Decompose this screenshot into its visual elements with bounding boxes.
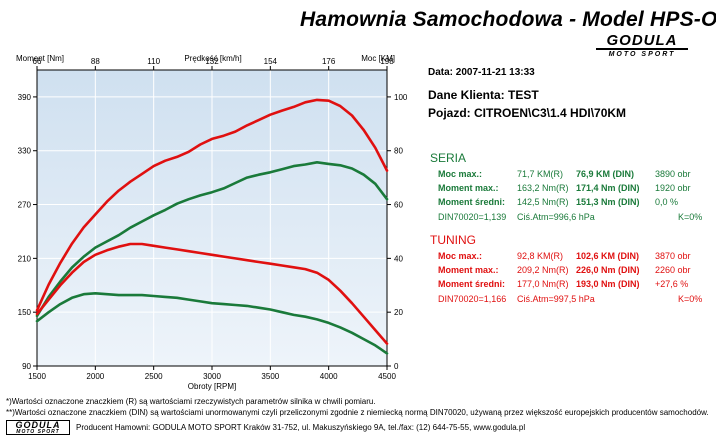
din-factor: DIN70020=1,139 xyxy=(438,212,507,222)
row-value-real: 142,5 Nm(R) xyxy=(517,197,569,207)
y-left-tick-label: 90 xyxy=(22,362,31,371)
y-left-tick-label: 330 xyxy=(18,147,32,156)
k-factor: K=0% xyxy=(678,212,703,222)
tuning-title: TUNING xyxy=(430,233,476,247)
x-top-tick-label: 110 xyxy=(147,57,160,66)
y-right-tick-label: 0 xyxy=(394,362,399,371)
x-tick-label: 4000 xyxy=(320,372,338,381)
brand-logo-main: GODULA xyxy=(596,33,688,50)
row-value-real: 163,2 Nm(R) xyxy=(517,183,569,193)
y-left-tick-label: 150 xyxy=(18,308,32,317)
din-factor: DIN70020=1,166 xyxy=(438,294,507,304)
axes: 1500 2000 2500 3000 3500 4000 4500 90 150 210 270 3… xyxy=(18,57,408,381)
brand-logo: GODULA MOTO SPORT xyxy=(596,33,688,59)
x-top-axis-label: Prędkość [km/h] xyxy=(184,54,241,63)
plot-frame xyxy=(36,69,388,367)
y-right-tick-label: 100 xyxy=(394,93,408,102)
y-left-tick-label: 390 xyxy=(18,93,32,102)
x-top-tick-label: 132 xyxy=(205,57,219,66)
atm-pressure: Ciś.Atm=997,5 hPa xyxy=(517,294,595,304)
row-value-din: 151,3 Nm (DIN) xyxy=(576,197,640,207)
seria-title: SERIA xyxy=(430,151,467,165)
row-value-rpm: 3890 obr xyxy=(655,169,691,179)
y-left-tick-label: 210 xyxy=(18,254,32,263)
row-value-percent: 0,0 % xyxy=(655,197,679,207)
x-tick-label: 4500 xyxy=(378,372,396,381)
row-label: Moment max.: xyxy=(438,265,499,275)
y-right-tick-label: 80 xyxy=(394,147,403,156)
x-tick-label: 2000 xyxy=(86,372,104,381)
footer-logo-sub: MOTO SPORT xyxy=(16,429,60,435)
x-axis-label: Obroty [RPM] xyxy=(188,382,236,391)
x-top-tick-label: 176 xyxy=(322,57,336,66)
x-top-tick-label: 198 xyxy=(380,57,394,66)
y-right-tick-label: 60 xyxy=(394,201,403,210)
k-factor: K=0% xyxy=(678,294,703,304)
footer-logo: GODULA MOTO SPORT xyxy=(6,420,70,435)
y-right-tick-label: 20 xyxy=(394,308,403,317)
x-top-tick-label: 88 xyxy=(91,57,100,66)
row-label: Moment średni: xyxy=(438,197,506,207)
footer-logo-main: GODULA xyxy=(15,420,61,430)
brand-logo-sub: MOTO SPORT xyxy=(608,51,676,58)
row-value-real: 92,8 KM(R) xyxy=(517,251,564,261)
test-date: Data: 2007-11-21 13:33 xyxy=(428,67,535,78)
series-group xyxy=(35,98,389,355)
footnote-real: *)Wartości oznaczone znaczkiem (R) są wa… xyxy=(6,397,376,406)
y-right-axis-label: Moc [KM] xyxy=(361,54,395,63)
x-tick-label: 3000 xyxy=(203,372,221,381)
row-value-real: 209,2 Nm(R) xyxy=(517,265,569,275)
y-right-tick-label: 40 xyxy=(394,254,403,263)
row-value-din: 226,0 Nm (DIN) xyxy=(576,265,640,275)
series-line-tuning-torque xyxy=(35,242,389,345)
x-tick-label: 1500 xyxy=(28,372,46,381)
series-line-seria-torque xyxy=(35,291,389,355)
series-line-tuning-power xyxy=(35,98,389,312)
row-label: Moc max.: xyxy=(438,169,483,179)
row-value-real: 71,7 KM(R) xyxy=(517,169,564,179)
row-value-real: 177,0 Nm(R) xyxy=(517,279,569,289)
client-name: Dane Klienta: TEST xyxy=(428,88,539,102)
row-value-din: 171,4 Nm (DIN) xyxy=(576,183,640,193)
row-label: Moment średni: xyxy=(438,279,506,289)
y-left-tick-label: 270 xyxy=(18,201,32,210)
series-line-seria-power xyxy=(35,161,389,318)
producer-info: Producent Hamowni: GODULA MOTO SPORT Kra… xyxy=(76,423,526,432)
x-top-tick-label: 66 xyxy=(33,57,42,66)
row-label: Moment max.: xyxy=(438,183,499,193)
row-value-din: 193,0 Nm (DIN) xyxy=(576,279,640,289)
x-tick-label: 2500 xyxy=(145,372,163,381)
x-top-tick-label: 154 xyxy=(264,57,278,66)
row-value-percent: +27,6 % xyxy=(655,279,689,289)
footnote-din: **)Wartości oznaczone znaczkiem (DIN) są… xyxy=(6,408,709,417)
row-value-rpm: 3870 obr xyxy=(655,251,691,261)
row-value-din: 76,9 KM (DIN) xyxy=(576,169,635,179)
x-tick-label: 3500 xyxy=(261,372,279,381)
atm-pressure: Ciś.Atm=996,6 hPa xyxy=(517,212,595,222)
row-value-din: 102,6 KM (DIN) xyxy=(576,251,640,261)
y-left-axis-label: Moment [Nm] xyxy=(16,54,64,63)
vehicle-name: Pojazd: CITROEN\C3\1.4 HDI\70KM xyxy=(428,106,627,120)
row-label: Moc max.: xyxy=(438,251,483,261)
page-title: Hamownia Samochodowa - Model HPS-O xyxy=(300,8,716,31)
row-value-rpm: 1920 obr xyxy=(655,183,691,193)
row-value-rpm: 2260 obr xyxy=(655,265,691,275)
